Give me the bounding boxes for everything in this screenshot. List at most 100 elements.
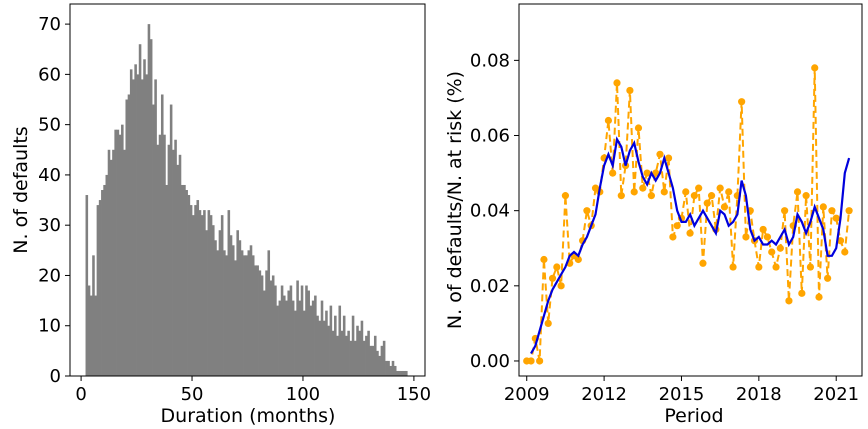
data-point-marker bbox=[639, 184, 647, 192]
histogram-bar bbox=[371, 345, 375, 376]
x-tick-label: 2015 bbox=[659, 384, 705, 405]
data-point-marker bbox=[656, 150, 664, 158]
data-point-marker bbox=[776, 244, 784, 252]
x-tick-label: 0 bbox=[75, 384, 86, 405]
histogram-bar bbox=[245, 255, 248, 376]
data-point-marker bbox=[832, 214, 840, 222]
y-tick-label: 0.06 bbox=[470, 126, 510, 147]
histogram-bar bbox=[143, 59, 146, 376]
histogram-bar bbox=[385, 360, 388, 376]
histogram-bar bbox=[247, 250, 251, 376]
histogram-bar bbox=[174, 139, 177, 376]
histogram-bar bbox=[320, 300, 324, 376]
data-point-marker bbox=[540, 255, 548, 264]
histogram-bar bbox=[251, 255, 255, 376]
histogram-bar bbox=[314, 295, 317, 376]
histogram-bar bbox=[347, 330, 350, 376]
data-point-marker bbox=[738, 98, 746, 106]
histogram-bar bbox=[342, 315, 346, 376]
histogram-bar bbox=[101, 190, 104, 376]
histogram-bar bbox=[356, 325, 359, 376]
histogram-bar bbox=[98, 200, 102, 376]
histogram-bar bbox=[278, 300, 282, 376]
data-point-marker bbox=[660, 188, 668, 196]
histogram-bar bbox=[165, 184, 168, 376]
histogram-bar bbox=[114, 129, 117, 376]
data-point-marker bbox=[785, 297, 793, 305]
histogram-bar bbox=[134, 64, 137, 376]
data-point-marker bbox=[643, 169, 651, 177]
histogram-bar bbox=[296, 280, 299, 376]
histogram-bar bbox=[196, 200, 200, 376]
data-point-marker bbox=[682, 188, 690, 196]
smoothed-rate-line bbox=[530, 136, 851, 355]
histogram-bar bbox=[200, 215, 204, 376]
histogram-x-ticks: 0 50 100 150 bbox=[75, 376, 431, 405]
data-point-marker bbox=[634, 124, 643, 132]
timeseries-y-ticks: 0.00 0.02 0.04 0.06 0.08 bbox=[470, 50, 519, 372]
histogram-bar bbox=[318, 320, 322, 376]
histogram-bar bbox=[183, 184, 186, 376]
data-point-marker bbox=[673, 222, 681, 230]
histogram-bar bbox=[94, 295, 97, 376]
data-point-marker bbox=[781, 207, 789, 215]
monthly-rate-line bbox=[526, 67, 851, 362]
histogram-bar bbox=[220, 215, 224, 376]
histogram-bar bbox=[118, 134, 122, 376]
histogram-bar bbox=[285, 300, 288, 376]
histogram-bar bbox=[360, 320, 364, 376]
histogram-bar bbox=[378, 355, 381, 376]
x-tick-label: 150 bbox=[397, 384, 431, 405]
histogram-bar bbox=[236, 230, 239, 376]
histogram-bar bbox=[207, 210, 211, 376]
histogram-y-axis-label: N. of defaults bbox=[10, 126, 32, 253]
histogram-bar bbox=[294, 310, 297, 376]
y-tick-label: 0.02 bbox=[470, 276, 510, 297]
histogram-bar bbox=[192, 215, 195, 376]
histogram-bar bbox=[307, 290, 310, 376]
timeseries-y-axis-label: N. of defaults/N. at risk (%) bbox=[444, 71, 466, 329]
data-point-marker bbox=[768, 248, 776, 256]
histogram-bar bbox=[309, 305, 313, 376]
data-point-marker bbox=[690, 192, 698, 200]
histogram-bar bbox=[362, 340, 366, 376]
data-point-marker bbox=[811, 64, 819, 72]
histogram-bar bbox=[216, 250, 220, 376]
histogram-bar bbox=[141, 79, 144, 377]
histogram-x-axis-label: Duration (months) bbox=[161, 405, 336, 427]
histogram-bar bbox=[218, 230, 222, 376]
histogram-bar bbox=[376, 350, 379, 376]
histogram-bar bbox=[265, 270, 268, 376]
y-tick-label: 40 bbox=[38, 165, 61, 186]
timeseries-frame bbox=[518, 3, 863, 377]
timeseries-x-ticks: 2009 2012 2015 2018 2021 bbox=[504, 376, 859, 405]
histogram-bar bbox=[158, 134, 162, 376]
histogram-bar bbox=[300, 285, 304, 376]
histogram-bar bbox=[358, 330, 362, 376]
histogram-bar bbox=[127, 94, 131, 377]
histogram-bar bbox=[180, 184, 184, 376]
histogram-bar bbox=[103, 184, 106, 376]
histogram-bar bbox=[149, 39, 153, 377]
data-point-marker bbox=[755, 263, 763, 271]
data-point-marker bbox=[695, 184, 703, 192]
timeseries-panel: 2009 2012 2015 2018 2021 0.000.020.040.060.0… bbox=[444, 3, 863, 427]
data-point-marker bbox=[759, 225, 767, 234]
histogram-bar bbox=[89, 295, 93, 376]
data-point-marker bbox=[630, 188, 638, 196]
histogram-bar bbox=[107, 149, 111, 376]
histogram-bar bbox=[136, 74, 140, 376]
histogram-bar bbox=[402, 370, 406, 376]
histogram-bar bbox=[105, 174, 109, 376]
histogram-bar bbox=[369, 345, 373, 376]
data-point-marker bbox=[617, 192, 625, 200]
histogram-bar bbox=[145, 74, 149, 376]
data-point-marker bbox=[699, 259, 707, 267]
data-point-marker bbox=[772, 263, 780, 271]
x-tick-label: 2009 bbox=[504, 384, 550, 405]
histogram-bar bbox=[154, 79, 157, 377]
histogram-bar bbox=[316, 315, 319, 376]
histogram-bar bbox=[325, 310, 328, 376]
histogram-bar bbox=[96, 205, 100, 376]
